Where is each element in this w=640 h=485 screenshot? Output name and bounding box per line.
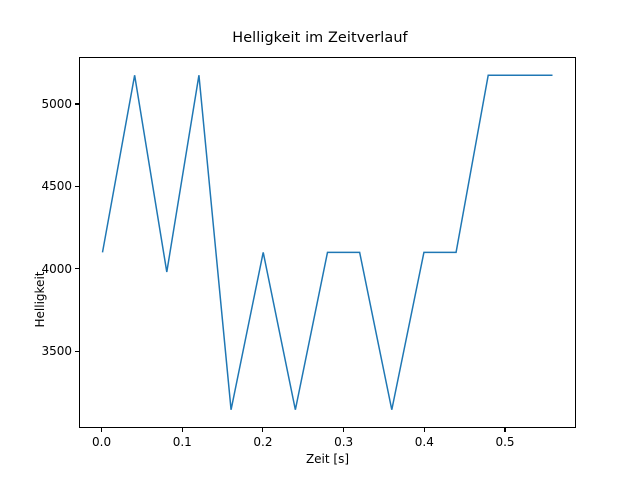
x-axis-tick-label: 0.2 bbox=[253, 435, 273, 449]
x-axis-tick-mark bbox=[181, 428, 183, 433]
y-axis-tick-label: 5000 bbox=[41, 96, 72, 111]
x-axis-tick-mark bbox=[262, 428, 264, 433]
x-axis-tick-label: 0.5 bbox=[495, 435, 515, 449]
chart-title: Helligkeit im Zeitverlauf bbox=[232, 30, 408, 46]
line-series-svg bbox=[101, 74, 553, 410]
y-axis-label-wrap: Helligkeit bbox=[14, 57, 47, 428]
x-axis-tick-label: 0.3 bbox=[334, 435, 354, 449]
y-axis-tick-mark bbox=[74, 185, 79, 187]
x-axis-tick-mark bbox=[343, 428, 345, 433]
y-axis-label: Helligkeit bbox=[33, 271, 47, 328]
y-axis-tick-label: 4500 bbox=[41, 179, 72, 194]
y-axis-tick-label: 3500 bbox=[41, 344, 72, 359]
x-axis-tick-mark bbox=[423, 428, 425, 433]
x-axis-tick-mark bbox=[504, 428, 506, 433]
x-axis-tick-mark bbox=[101, 428, 103, 433]
plot-area bbox=[79, 57, 576, 428]
x-axis-tick-label: 0.1 bbox=[172, 435, 192, 449]
x-axis-label: Zeit [s] bbox=[305, 452, 350, 466]
y-axis-tick-mark bbox=[74, 350, 79, 352]
y-axis-tick-mark bbox=[74, 103, 79, 105]
y-axis-tick-mark bbox=[74, 268, 79, 270]
data-line bbox=[101, 74, 553, 410]
y-axis-tick-label: 4000 bbox=[41, 261, 72, 276]
x-axis-tick-label: 0.0 bbox=[92, 435, 112, 449]
x-axis-tick-label: 0.4 bbox=[414, 435, 434, 449]
